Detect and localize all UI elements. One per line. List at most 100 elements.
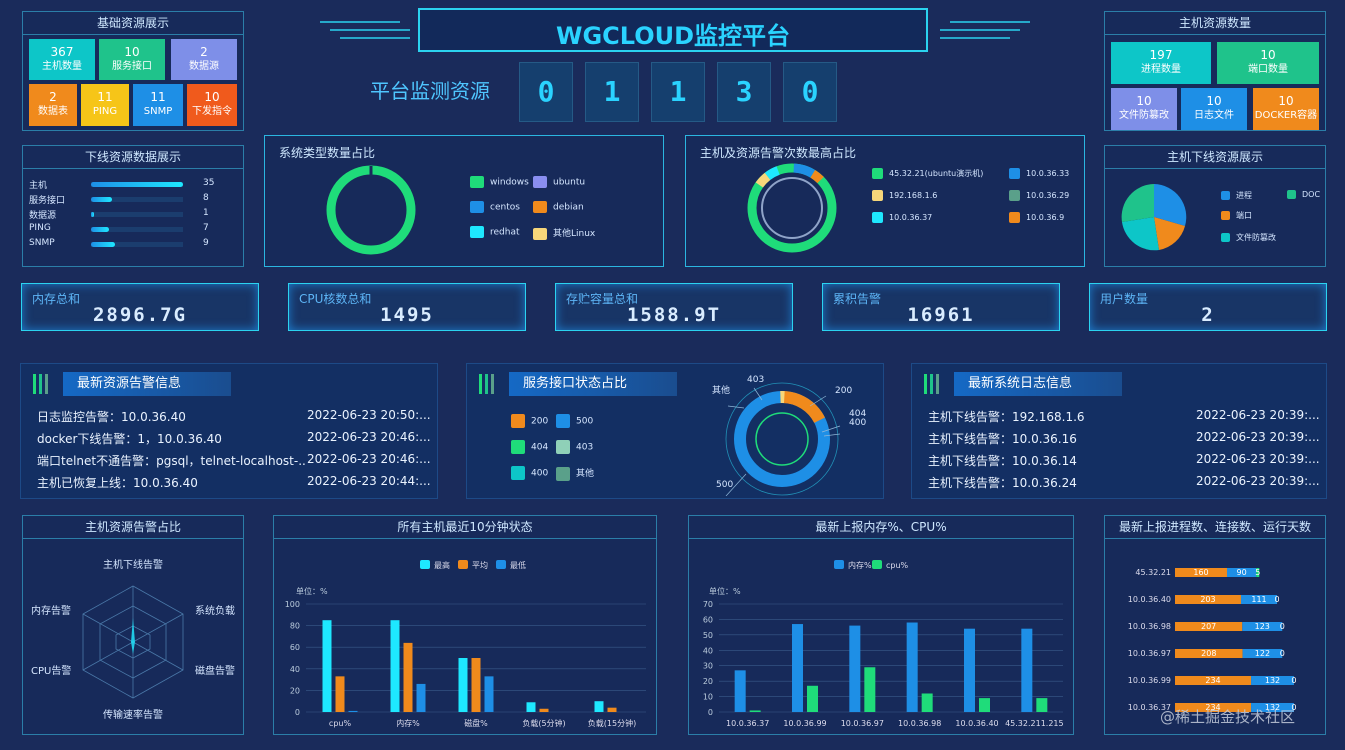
legend-item[interactable]: 10.0.36.37	[872, 212, 932, 223]
legend-item[interactable]: 192.168.1.6	[872, 190, 937, 201]
resource-tile[interactable]: 11 PING	[81, 84, 129, 126]
bar-segment[interactable]	[1227, 568, 1257, 577]
legend-item[interactable]: 45.32.21(ubuntu演示机)	[872, 168, 983, 179]
legend-label: ubuntu	[553, 177, 586, 188]
resource-tile[interactable]: 10 日志文件	[1181, 88, 1247, 130]
bar[interactable]	[526, 702, 536, 712]
legend-item[interactable]: 端口	[1221, 210, 1252, 221]
bar[interactable]	[322, 620, 332, 712]
legend-item[interactable]: 10.0.36.33	[1009, 168, 1069, 179]
legend-label[interactable]: 最高	[434, 560, 450, 570]
bar[interactable]	[792, 624, 803, 712]
bar[interactable]	[1036, 698, 1048, 712]
legend-item[interactable]: 400	[511, 466, 548, 480]
bar[interactable]	[348, 710, 358, 712]
legend-item[interactable]: redhat	[470, 226, 520, 238]
bar[interactable]	[864, 667, 876, 712]
bar[interactable]	[807, 685, 818, 712]
legend-label[interactable]: 内存%	[848, 560, 872, 570]
bar[interactable]	[484, 676, 494, 712]
legend-item[interactable]: debian	[533, 201, 584, 213]
bar-segment[interactable]	[1175, 676, 1252, 685]
message-row-text[interactable]: 主机下线告警：10.0.36.16	[928, 432, 1077, 446]
legend-label[interactable]: cpu%	[886, 561, 909, 570]
legend-item[interactable]: 进程	[1221, 190, 1252, 201]
legend-swatch	[556, 414, 570, 428]
resource-tile[interactable]: 2 数据表	[29, 84, 77, 126]
legend-item[interactable]: 其他Linux	[533, 226, 595, 240]
bar-segment[interactable]	[1256, 568, 1260, 577]
message-row-text[interactable]: 日志监控告警：10.0.36.40	[37, 410, 186, 424]
legend-label[interactable]: 平均	[472, 560, 488, 570]
bar-segment[interactable]	[1242, 649, 1283, 658]
resource-tile[interactable]: 10 下发指令	[187, 84, 237, 126]
legend-item[interactable]: 10.0.36.9	[1009, 212, 1064, 223]
legend-item[interactable]: centos	[470, 201, 520, 213]
bar[interactable]	[390, 620, 400, 712]
legend-item[interactable]: ubuntu	[533, 176, 585, 188]
legend-label[interactable]: 最低	[510, 560, 526, 570]
bar-segment[interactable]	[1175, 703, 1252, 712]
legend-swatch[interactable]	[872, 560, 882, 569]
legend-item[interactable]: 其他	[556, 466, 594, 481]
x-tick-label: cpu%	[329, 719, 352, 728]
message-row-text[interactable]: 端口telnet不通告警：pgsql，telnet-localhost-...	[37, 454, 307, 468]
bar[interactable]	[906, 622, 918, 712]
bar[interactable]	[1021, 628, 1033, 712]
legend-item[interactable]: 10.0.36.29	[1009, 190, 1069, 201]
legend-item[interactable]: windows	[470, 176, 529, 188]
bar[interactable]	[734, 670, 746, 712]
bar[interactable]	[921, 693, 933, 712]
bar-segment[interactable]	[1175, 622, 1243, 631]
legend-item[interactable]: DOC	[1287, 190, 1320, 199]
resource-tile[interactable]: 10 DOCKER容器	[1253, 88, 1319, 130]
legend-item[interactable]: 文件防篡改	[1221, 232, 1276, 243]
legend-item[interactable]: 404	[511, 440, 548, 454]
bar[interactable]	[471, 658, 481, 712]
bar-value-label: 0	[1291, 703, 1296, 712]
bar-segment[interactable]	[1175, 595, 1241, 604]
resource-tile[interactable]: 10 端口数量	[1217, 42, 1319, 84]
bar[interactable]	[539, 708, 549, 712]
bar[interactable]	[964, 628, 975, 712]
message-row-text[interactable]: docker下线告警：1，10.0.36.40	[37, 432, 222, 446]
bar-segment[interactable]	[1251, 703, 1294, 712]
message-row-text[interactable]: 主机下线告警：192.168.1.6	[928, 410, 1085, 424]
bar[interactable]	[749, 710, 761, 712]
bar-segment[interactable]	[1175, 568, 1227, 577]
bar-segment[interactable]	[1251, 676, 1294, 685]
bar[interactable]	[416, 683, 426, 712]
message-row-time: 2022-06-23 20:44:...	[307, 474, 431, 488]
resource-tile[interactable]: 10 文件防篡改	[1111, 88, 1177, 130]
resource-tile[interactable]: 10 服务接口	[99, 39, 165, 80]
resource-tile[interactable]: 11 SNMP	[133, 84, 183, 126]
legend-swatch[interactable]	[420, 560, 430, 569]
radar-axis-label: 磁盘告警	[195, 666, 235, 677]
bar[interactable]	[594, 701, 604, 712]
bar[interactable]	[849, 625, 861, 712]
message-row-text[interactable]: 主机已恢复上线：10.0.36.40	[37, 476, 198, 490]
bar[interactable]	[458, 658, 468, 712]
bar[interactable]	[607, 707, 617, 712]
bar[interactable]	[979, 698, 990, 712]
legend-swatch[interactable]	[496, 560, 506, 569]
legend-swatch[interactable]	[834, 560, 844, 569]
resource-tile[interactable]: 367 主机数量	[29, 39, 95, 80]
legend-item[interactable]: 500	[556, 414, 593, 428]
message-row-text[interactable]: 主机下线告警：10.0.36.14	[928, 454, 1077, 468]
legend-swatch[interactable]	[458, 560, 468, 569]
resource-tile[interactable]: 197 进程数量	[1111, 42, 1211, 84]
legend-item[interactable]: 403	[556, 440, 593, 454]
legend-item[interactable]: 200	[511, 414, 548, 428]
bar[interactable]	[403, 642, 413, 712]
message-row-text[interactable]: 主机下线告警：10.0.36.24	[928, 476, 1077, 490]
mem-cpu-chart: 单位：% 0 10 20 30 40 50 60 70 内存% cpu% 10.0.36.37 10.0…	[703, 560, 1064, 728]
offline-bar	[91, 212, 94, 217]
bar-segment[interactable]	[1240, 595, 1278, 604]
host-offline-panel: 主机下线资源展示 进程 DOC 端口 文件防篡改	[1104, 145, 1326, 267]
resource-tile[interactable]: 2 数据源	[171, 39, 237, 80]
bar[interactable]	[335, 676, 345, 712]
bar-segment[interactable]	[1242, 622, 1283, 631]
panel-title: 主机及资源告警次数最高占比	[700, 146, 857, 160]
bar-segment[interactable]	[1175, 649, 1243, 658]
